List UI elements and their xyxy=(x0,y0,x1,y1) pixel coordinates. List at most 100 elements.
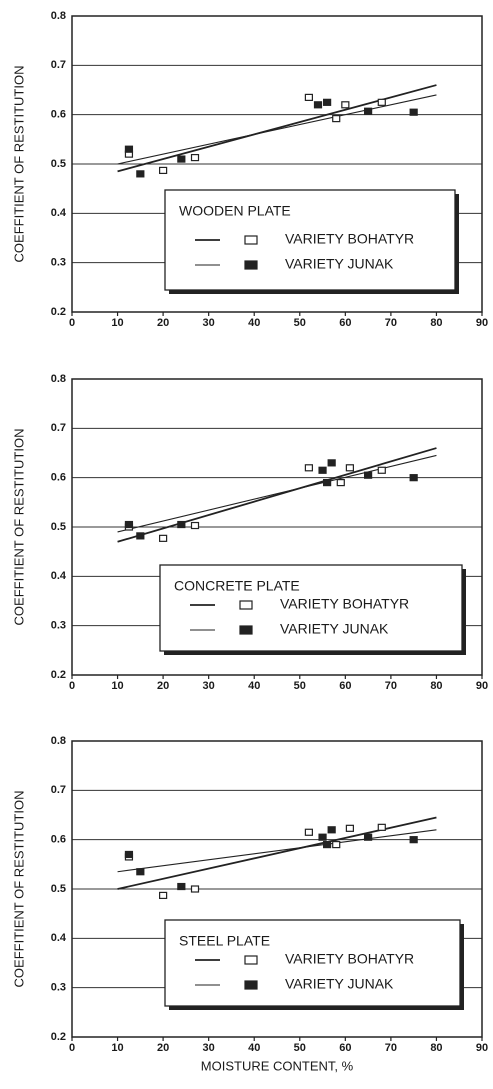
x-tick-label: 70 xyxy=(385,317,397,329)
x-tick-label: 10 xyxy=(111,1042,123,1054)
y-tick-label: 0.7 xyxy=(51,59,66,71)
data-point xyxy=(364,833,373,841)
y-axis-label: COEFFITIENT OF RESTITUTION xyxy=(11,429,26,626)
y-tick-label: 0.3 xyxy=(51,257,66,269)
y-tick-label: 0.5 xyxy=(51,158,66,170)
x-tick-label: 20 xyxy=(157,1042,169,1054)
plot-frame xyxy=(71,15,483,313)
y-tick-label: 0.3 xyxy=(51,620,66,632)
plot-frame xyxy=(71,378,483,676)
data-point xyxy=(177,155,186,163)
y-tick-label: 0.2 xyxy=(51,669,66,681)
legend-box xyxy=(159,564,463,652)
x-tick-label: 20 xyxy=(157,680,169,692)
data-point xyxy=(190,521,200,530)
x-tick-label: 80 xyxy=(430,317,442,329)
y-tick-label: 0.4 xyxy=(51,570,67,582)
data-point xyxy=(159,166,168,175)
y-tick-label: 0.2 xyxy=(51,1031,66,1043)
x-tick-label: 50 xyxy=(294,317,306,329)
data-point xyxy=(409,474,418,482)
data-point xyxy=(190,153,200,162)
x-tick-label: 50 xyxy=(294,680,306,692)
y-tick-label: 0.7 xyxy=(51,784,66,796)
data-point xyxy=(323,98,332,106)
x-tick-label: 10 xyxy=(111,317,123,329)
x-tick-label: 90 xyxy=(476,680,488,692)
data-point xyxy=(124,145,134,153)
data-point xyxy=(345,824,354,832)
data-point xyxy=(318,833,327,841)
legend-label: VARIETY BOHATYR xyxy=(280,596,409,612)
data-point xyxy=(313,101,323,109)
data-point xyxy=(124,520,134,529)
legend-title: STEEL PLATE xyxy=(179,933,270,949)
data-point xyxy=(409,836,418,844)
data-point xyxy=(177,882,186,891)
data-point xyxy=(318,466,327,474)
data-point xyxy=(341,101,350,109)
x-tick-label: 90 xyxy=(476,1042,488,1054)
data-point xyxy=(409,108,418,116)
legend-marker xyxy=(244,955,258,965)
y-tick-label: 0.3 xyxy=(51,982,66,994)
y-tick-label: 0.5 xyxy=(51,883,66,895)
data-point xyxy=(159,891,168,900)
data-point xyxy=(304,93,313,102)
plot-frame xyxy=(71,740,483,1038)
x-tick-label: 20 xyxy=(157,317,169,329)
data-point xyxy=(364,471,373,479)
y-tick-label: 0.7 xyxy=(51,422,66,434)
data-point xyxy=(364,107,373,115)
legend-title: WOODEN PLATE xyxy=(179,203,291,219)
y-tick-label: 0.6 xyxy=(51,472,66,484)
x-tick-label: 60 xyxy=(339,317,351,329)
x-tick-label: 60 xyxy=(339,1042,351,1054)
y-tick-label: 0.4 xyxy=(51,932,67,944)
legend-label: VARIETY JUNAK xyxy=(280,621,389,637)
x-tick-label: 10 xyxy=(111,680,123,692)
data-point xyxy=(327,459,336,467)
x-tick-label: 90 xyxy=(476,317,488,329)
x-tick-label: 70 xyxy=(385,1042,397,1054)
data-point xyxy=(136,532,145,540)
data-point xyxy=(377,98,386,106)
x-tick-label: 80 xyxy=(430,1042,442,1054)
legend-label: VARIETY BOHATYR xyxy=(285,951,414,967)
data-point xyxy=(323,479,332,487)
data-point xyxy=(327,826,336,834)
x-tick-label: 60 xyxy=(339,680,351,692)
x-tick-label: 0 xyxy=(69,317,75,329)
y-tick-label: 0.5 xyxy=(51,521,66,533)
legend-marker xyxy=(244,235,258,245)
data-point xyxy=(124,850,134,859)
trend-line xyxy=(117,447,437,543)
x-tick-label: 40 xyxy=(248,1042,260,1054)
y-tick-label: 0.6 xyxy=(51,834,66,846)
data-point xyxy=(377,466,386,474)
y-tick-label: 0.6 xyxy=(51,109,66,121)
data-point xyxy=(304,464,313,472)
y-tick-label: 0.8 xyxy=(51,735,66,747)
data-point xyxy=(190,885,200,893)
legend-marker xyxy=(239,625,253,635)
x-tick-label: 40 xyxy=(248,680,260,692)
legend-marker xyxy=(244,980,258,990)
x-tick-label: 0 xyxy=(69,1042,75,1054)
x-axis-label: MOISTURE CONTENT, % xyxy=(201,1058,354,1073)
x-tick-label: 30 xyxy=(203,317,215,329)
trend-line xyxy=(117,829,437,873)
trend-line xyxy=(117,454,437,533)
y-axis-label: COEFFITIENT OF RESTITUTION xyxy=(11,66,26,263)
x-tick-label: 30 xyxy=(203,680,215,692)
x-tick-label: 30 xyxy=(203,1042,215,1054)
data-point xyxy=(304,828,313,836)
legend-title: CONCRETE PLATE xyxy=(174,578,300,594)
legend-label: VARIETY BOHATYR xyxy=(285,231,414,247)
trend-line xyxy=(117,84,437,173)
data-point xyxy=(136,868,145,876)
x-tick-label: 50 xyxy=(294,1042,306,1054)
data-point xyxy=(377,823,386,831)
panel: 0.2 0.3 0.4 0.5 0.6 0.7 0.8 0 10 20 30 40 50 60 70 80 90… xyxy=(11,373,488,692)
